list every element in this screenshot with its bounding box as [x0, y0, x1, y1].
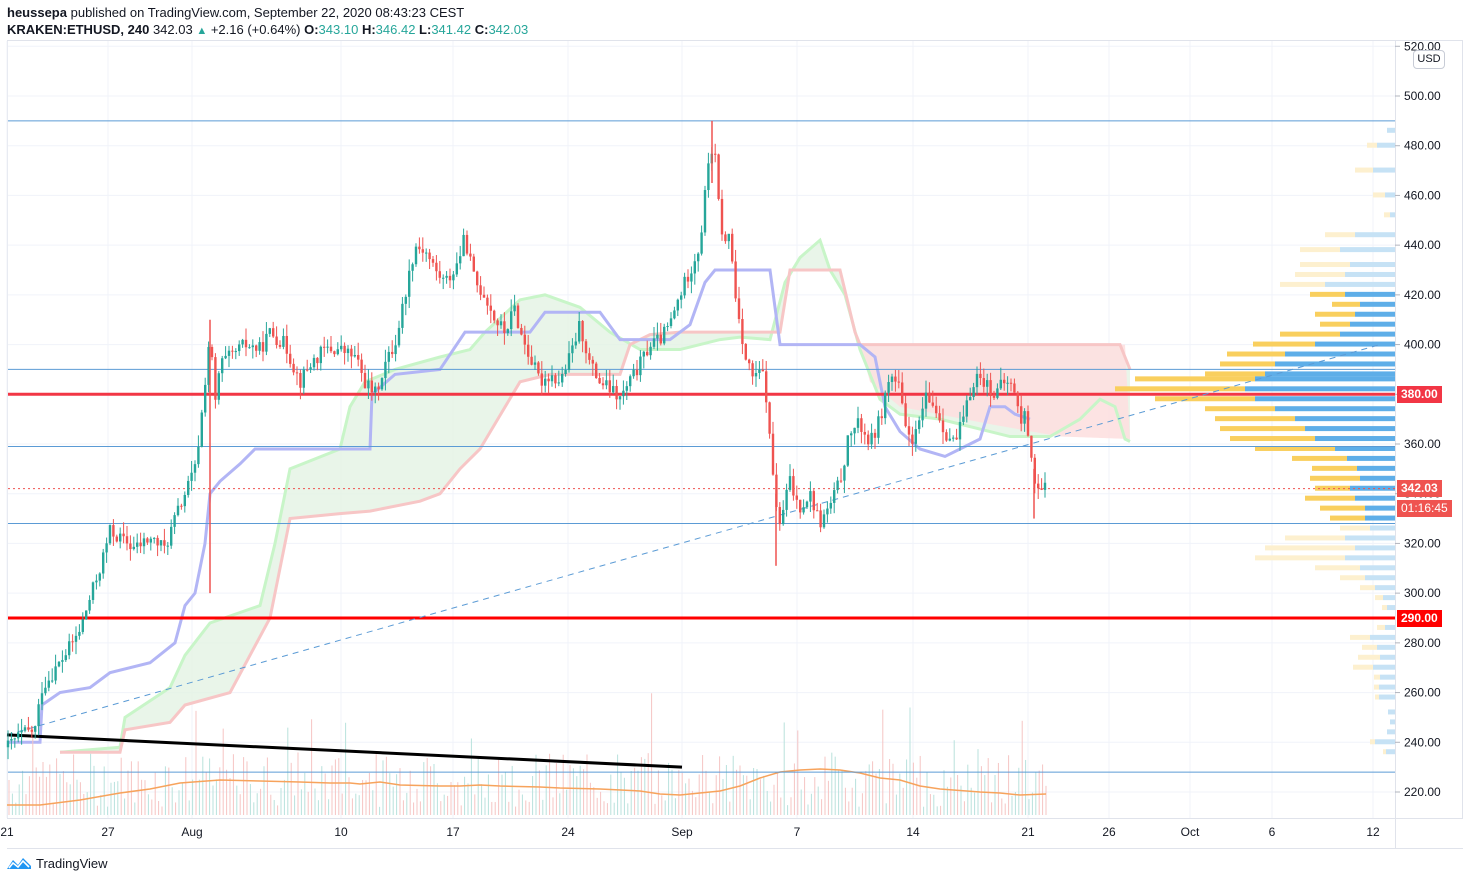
price-tick-label: 520.00	[1404, 39, 1441, 53]
price-tick-label: 400.00	[1404, 338, 1441, 352]
time-tick-label: 7	[794, 825, 801, 839]
price-tag-380: 380.00	[1397, 386, 1442, 403]
chart-header: heussepa published on TradingView.com, S…	[7, 4, 528, 40]
price-tag-290: 290.00	[1397, 610, 1442, 627]
price-tick-label: 440.00	[1404, 238, 1441, 252]
grid-lines	[6, 41, 1395, 818]
trendlines[interactable]	[6, 344, 1395, 769]
last-price: 342.03	[152, 22, 193, 37]
up-arrow-icon: ▲	[196, 25, 208, 37]
volume-ma-line	[7, 768, 1047, 806]
last-price-tag: 342.03	[1397, 480, 1442, 497]
black-trendline[interactable]	[6, 733, 683, 769]
kumo-fill	[60, 240, 1130, 753]
price-tick-label: 460.00	[1404, 188, 1441, 202]
price-tick-label: 260.00	[1404, 686, 1441, 700]
publish-text: published on TradingView.com, September …	[70, 5, 465, 20]
time-tick-label: Sep	[671, 825, 693, 839]
volume-profile	[1115, 127, 1395, 755]
footer: TradingView	[6, 855, 108, 871]
publish-info: heussepa published on TradingView.com, S…	[7, 4, 528, 21]
price-change: +2.16 (+0.64%)	[210, 22, 301, 37]
time-tick-label: 17	[446, 825, 460, 839]
open-label: O:	[304, 22, 319, 37]
time-axis[interactable]: 21 27 Aug 10 17 24 Sep 7 14 21 26 Oct 6 12	[0, 825, 1380, 839]
high-label: H:	[361, 22, 376, 37]
symbol-label[interactable]: KRAKEN:ETHUSD, 240	[7, 22, 150, 37]
tradingview-logo-icon	[7, 858, 31, 869]
candlesticks	[6, 120, 1047, 760]
price-tick-label: 320.00	[1404, 536, 1441, 550]
time-tick-label: 24	[561, 825, 575, 839]
time-tick-label: Aug	[181, 825, 202, 839]
price-tick-label: 220.00	[1404, 785, 1441, 799]
time-tick-label: 21	[1021, 825, 1035, 839]
price-tick-label: 280.00	[1404, 636, 1441, 650]
low-label: L:	[419, 22, 432, 37]
close-value: 342.03	[488, 22, 529, 37]
price-axis[interactable]: 220.00240.00260.00280.00300.00320.00340.…	[1395, 39, 1441, 799]
horizontal-levels[interactable]	[8, 120, 1395, 773]
volume-bars	[7, 693, 1047, 815]
publisher-name[interactable]: heussepa	[7, 5, 67, 20]
time-tick-label: 21	[0, 825, 14, 839]
low-value: 341.42	[431, 22, 472, 37]
senkou-span-b	[60, 268, 1132, 754]
currency-badge[interactable]: USD	[1413, 50, 1445, 69]
bar-countdown-tag: 01:16:45	[1397, 500, 1452, 517]
time-tick-label: 26	[1102, 825, 1116, 839]
ichimoku-cloud	[7, 237, 1132, 754]
price-tick-label: 420.00	[1404, 288, 1441, 302]
price-tick-label: 300.00	[1404, 586, 1441, 600]
close-label: C:	[474, 22, 489, 37]
dashed-trendline[interactable]	[6, 344, 1381, 736]
price-tick-label: 360.00	[1404, 437, 1441, 451]
time-tick-label: 27	[101, 825, 115, 839]
tenkan-kijun-line	[7, 268, 1031, 744]
kumo-bear-fill	[860, 344, 1130, 440]
high-value: 346.42	[375, 22, 416, 37]
price-tick-label: 480.00	[1404, 139, 1441, 153]
price-tick-label: 500.00	[1404, 89, 1441, 103]
open-value: 343.10	[318, 22, 359, 37]
time-tick-label: Oct	[1181, 825, 1200, 839]
symbol-info: KRAKEN:ETHUSD, 240 342.03 ▲ +2.16 (+0.64…	[7, 21, 528, 40]
time-tick-label: 6	[1269, 825, 1276, 839]
time-tick-label: 10	[334, 825, 348, 839]
tradingview-brand[interactable]: TradingView	[36, 855, 108, 871]
time-tick-label: 12	[1366, 825, 1380, 839]
senkou-span-a	[59, 237, 1131, 754]
time-tick-label: 14	[906, 825, 920, 839]
price-tick-label: 240.00	[1404, 735, 1441, 749]
